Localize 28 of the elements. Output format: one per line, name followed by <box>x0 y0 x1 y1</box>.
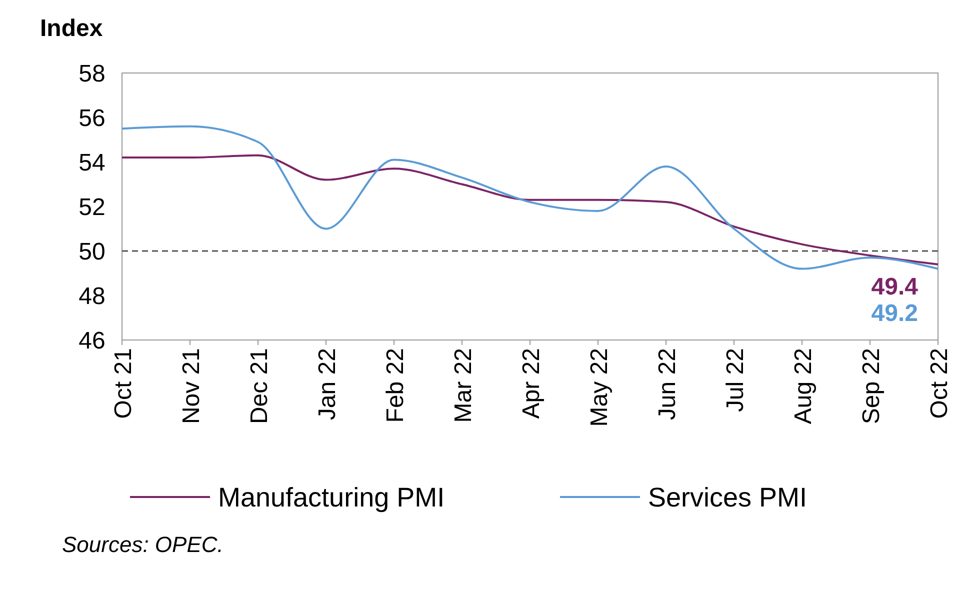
y-tick-label: 46 <box>78 327 106 354</box>
y-tick-label: 56 <box>78 104 106 132</box>
x-tick-label: Dec 21 <box>246 348 273 424</box>
x-tick-label: Apr 22 <box>518 348 545 419</box>
x-tick-label: Sep 22 <box>858 348 885 424</box>
x-tick-label: May 22 <box>586 348 613 427</box>
x-tick-label: Jul 22 <box>722 348 749 412</box>
x-tick-label: Mar 22 <box>450 348 477 423</box>
y-tick-label: 50 <box>78 238 106 266</box>
x-tick-label: Oct 22 <box>926 348 953 419</box>
x-tick-label: Nov 21 <box>178 348 205 424</box>
annotation: 49.4 <box>871 273 919 300</box>
y-tick-label: 52 <box>78 194 106 221</box>
x-tick-label: Aug 22 <box>790 348 817 424</box>
y-tick-label: 54 <box>78 149 106 176</box>
x-tick-label: Oct 21 <box>110 348 137 419</box>
line-series <box>121 125 939 270</box>
y-axis-title: Index <box>40 15 104 42</box>
y-tick-label: 48 <box>78 282 106 310</box>
x-tick-label: Jan 22 <box>314 348 341 420</box>
source-note: Sources: OPEC. <box>62 532 224 557</box>
y-tick-label: 58 <box>78 60 106 88</box>
x-tick-label: Jun 22 <box>654 348 681 420</box>
line-series <box>121 154 939 266</box>
legend-label: Services PMI <box>648 482 808 512</box>
x-tick-label: Feb 22 <box>382 348 409 423</box>
annotation: 49.2 <box>871 300 918 327</box>
legend-label: Manufacturing PMI <box>218 482 445 512</box>
